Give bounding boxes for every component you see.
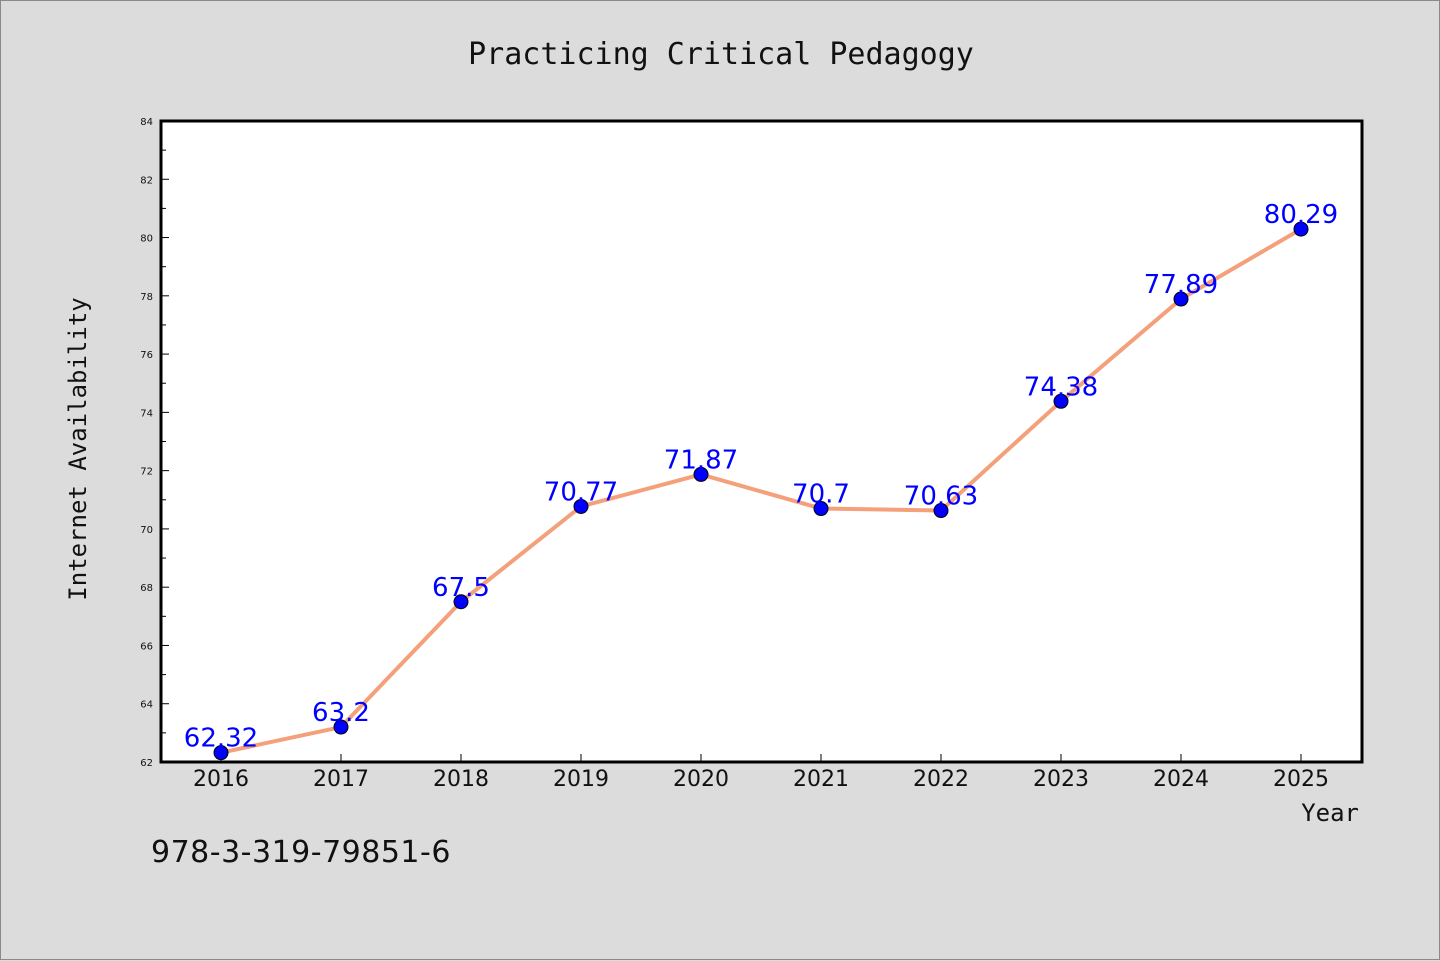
data-label: 74.38 — [1024, 372, 1098, 402]
y-tick-label: 66 — [140, 641, 153, 652]
data-point — [453, 594, 469, 610]
y-tick-label: 74 — [140, 408, 153, 419]
data-labels-layer: 62.32 63.2 67.5 70.77 71.87 70.7 70.63 74.38 77.… — [184, 200, 1338, 754]
y-axis-title: Internet Availability — [64, 297, 92, 600]
data-label: 70.63 — [904, 482, 978, 512]
data-label: 70.7 — [792, 480, 850, 510]
y-tick-label: 76 — [140, 350, 153, 361]
series-line — [220, 227, 1303, 755]
data-label: 77.89 — [1144, 270, 1218, 300]
x-tick-label: 2023 — [1033, 767, 1089, 792]
isbn-footer: 978-3-319-79851-6 — [151, 835, 451, 870]
y-axis: 62 64 66 68 70 72 74 76 78 80 82 84 — [140, 117, 169, 769]
data-label: 62.32 — [184, 724, 258, 754]
y-tick-label: 78 — [140, 292, 153, 303]
data-label: 63.2 — [312, 698, 370, 728]
data-point — [1173, 291, 1189, 307]
series-layer — [213, 221, 1309, 761]
chart-title: Practicing Critical Pedagogy — [468, 37, 974, 72]
y-tick-label: 84 — [140, 117, 153, 128]
y-tick-label: 62 — [140, 758, 153, 769]
x-tick-label: 2025 — [1273, 767, 1329, 792]
x-tick-label: 2018 — [433, 767, 489, 792]
y-tick-label: 68 — [140, 583, 153, 594]
data-point — [333, 719, 349, 735]
y-tick-label: 80 — [140, 234, 153, 245]
data-point — [1053, 393, 1069, 409]
y-tick-label: 82 — [140, 175, 153, 186]
data-label: 71.87 — [664, 445, 738, 475]
data-label: 70.77 — [544, 477, 618, 507]
x-axis-title: Year — [1301, 799, 1359, 827]
x-tick-label: 2016 — [193, 767, 249, 792]
plot-area — [159, 119, 1364, 764]
x-tick-label: 2017 — [313, 767, 369, 792]
data-point — [213, 745, 229, 761]
data-label: 67.5 — [432, 573, 490, 603]
x-tick-label: 2020 — [673, 767, 729, 792]
y-tick-label: 70 — [140, 525, 153, 536]
data-point — [813, 501, 829, 517]
data-point — [933, 503, 949, 519]
x-axis: 2016 2017 2018 2019 2020 2021 2022 2023 2024 2025 — [193, 754, 1329, 792]
data-point — [693, 466, 709, 482]
x-tick-label: 2019 — [553, 767, 609, 792]
x-tick-label: 2021 — [793, 767, 849, 792]
y-tick-label: 64 — [140, 700, 153, 711]
y-tick-label: 72 — [140, 467, 153, 478]
data-point — [1293, 221, 1309, 237]
data-point — [573, 498, 589, 514]
data-label: 80.29 — [1264, 200, 1338, 230]
x-tick-label: 2024 — [1153, 767, 1209, 792]
x-tick-label: 2022 — [913, 767, 969, 792]
